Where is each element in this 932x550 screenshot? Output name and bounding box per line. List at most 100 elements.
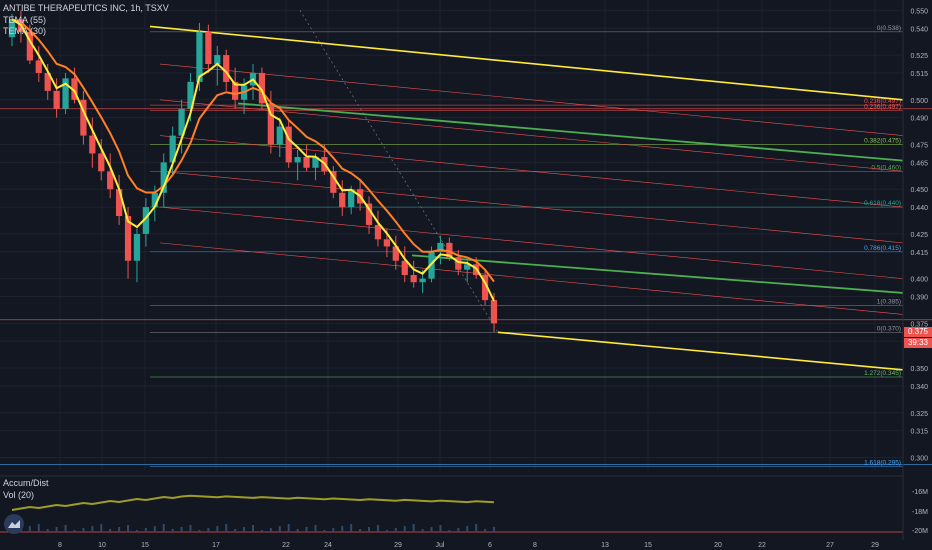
candle-body [115,189,123,217]
volume-bar [73,530,76,532]
trend-line-lower [497,331,904,371]
volume-bar [189,525,192,532]
candle-body [410,275,417,283]
tradingview-logo-icon[interactable] [4,514,24,534]
volume-bar [296,529,299,532]
candle-body [35,60,42,73]
candle-body [490,300,498,324]
volume-bar [100,524,103,532]
volume-bar [439,525,442,532]
candle-body [169,135,176,163]
volume-bar [421,529,424,532]
y-tick-label: 0.500 [910,98,928,105]
volume-legend[interactable]: Vol (20) [3,490,35,500]
volume-bar [359,529,362,532]
tema-30-legend[interactable]: TEMA (30) [3,26,47,36]
volume-bar [37,524,40,532]
candle-body [62,78,69,109]
x-tick-label: 13 [601,542,609,549]
volume-bar [171,529,174,532]
volume-bar [430,527,433,532]
channel-line [159,63,904,136]
volume-bar [314,525,317,532]
y-tick-label: 0.375 [910,321,928,328]
y-tick-label: 0.415 [910,250,928,257]
volume-bar [466,526,469,532]
candle-body [339,192,346,208]
channel-line [159,171,904,244]
sub-tick-label: -16M [912,489,928,496]
candle-body [481,275,489,301]
volume-bar [332,528,335,532]
tema-55-line [11,18,495,283]
x-tick-label: 20 [714,542,722,549]
candle-body [455,257,462,270]
x-tick-label: 10 [98,542,106,549]
x-tick-label: 8 [58,542,62,549]
volume-bar [234,529,237,532]
y-tick-label: 0.550 [910,8,928,15]
volume-bar [394,528,397,532]
volume-bar [323,530,326,532]
x-tick-label: 15 [141,542,149,549]
candle-body [419,278,426,283]
y-tick-label: 0.515 [910,71,928,78]
candle-body [151,192,158,208]
trend-line-upper [149,25,904,101]
volume-bar [28,526,31,532]
volume-bar [385,530,388,532]
volume-bar [252,525,254,532]
x-tick-label: 8 [533,542,537,549]
y-tick-label: 0.450 [910,187,928,194]
channel-line [159,135,904,208]
volume-bar [225,524,228,532]
tema-lines [11,18,495,302]
x-tick-label: Jul [436,542,445,549]
fib-label: 0(0.538) [877,25,901,32]
accum-dist-line [11,494,495,511]
candle-body [330,171,337,193]
tema-55-legend[interactable]: TEMA (55) [3,15,47,25]
fib-label: 0(0.370) [877,325,901,332]
accum-dist-legend[interactable]: Accum/Dist [3,478,49,488]
y-tick-label: 0.540 [910,26,928,33]
candle-body [365,203,373,225]
candle-body [26,31,33,61]
candle-body [437,242,444,252]
volume-bar [260,530,263,532]
trend-lines [149,10,904,371]
candle-body [348,189,355,208]
fib-label: 1.272(0.345) [864,370,901,377]
x-tick-label: 29 [394,542,402,549]
candle-body [392,246,399,261]
volume-bar [412,524,415,532]
candle-body [464,264,471,270]
candle-body [187,81,194,109]
trend-line-green-lower [411,254,904,294]
candle-body [303,157,310,168]
fibonacci-levels: 0(0.538) 0.236(0.497)0.236(0.497) 0.382(0.… [0,25,932,467]
candle-body [178,108,185,136]
y-tick-label: 0.400 [910,277,928,284]
y-tick-label: 0.425 [910,232,928,239]
trend-line-green-upper [237,102,904,162]
fib-label: 0.786(0.415) [864,245,901,252]
candle-body [232,81,239,100]
volume-bar [475,524,478,532]
candle-body [446,242,453,258]
y-tick-label: 0.465 [910,160,928,167]
volume-bar [91,526,94,532]
candle-body [53,90,60,109]
volume-bar [46,529,49,532]
y-tick-label: 0.315 [910,429,928,436]
x-tick-label: 17 [212,542,220,549]
y-tick-label: 0.525 [910,53,928,60]
candle-body [294,157,301,163]
volume-bar [287,524,290,532]
volume-bar [153,526,156,532]
symbol-title[interactable]: ANTIBE THERAPEUTICS INC, 1h, TSXV [3,3,169,13]
sub-tick-label: -18M [912,509,928,516]
x-tick-label: 22 [282,542,290,549]
y-tick-label: 0.440 [910,205,928,212]
